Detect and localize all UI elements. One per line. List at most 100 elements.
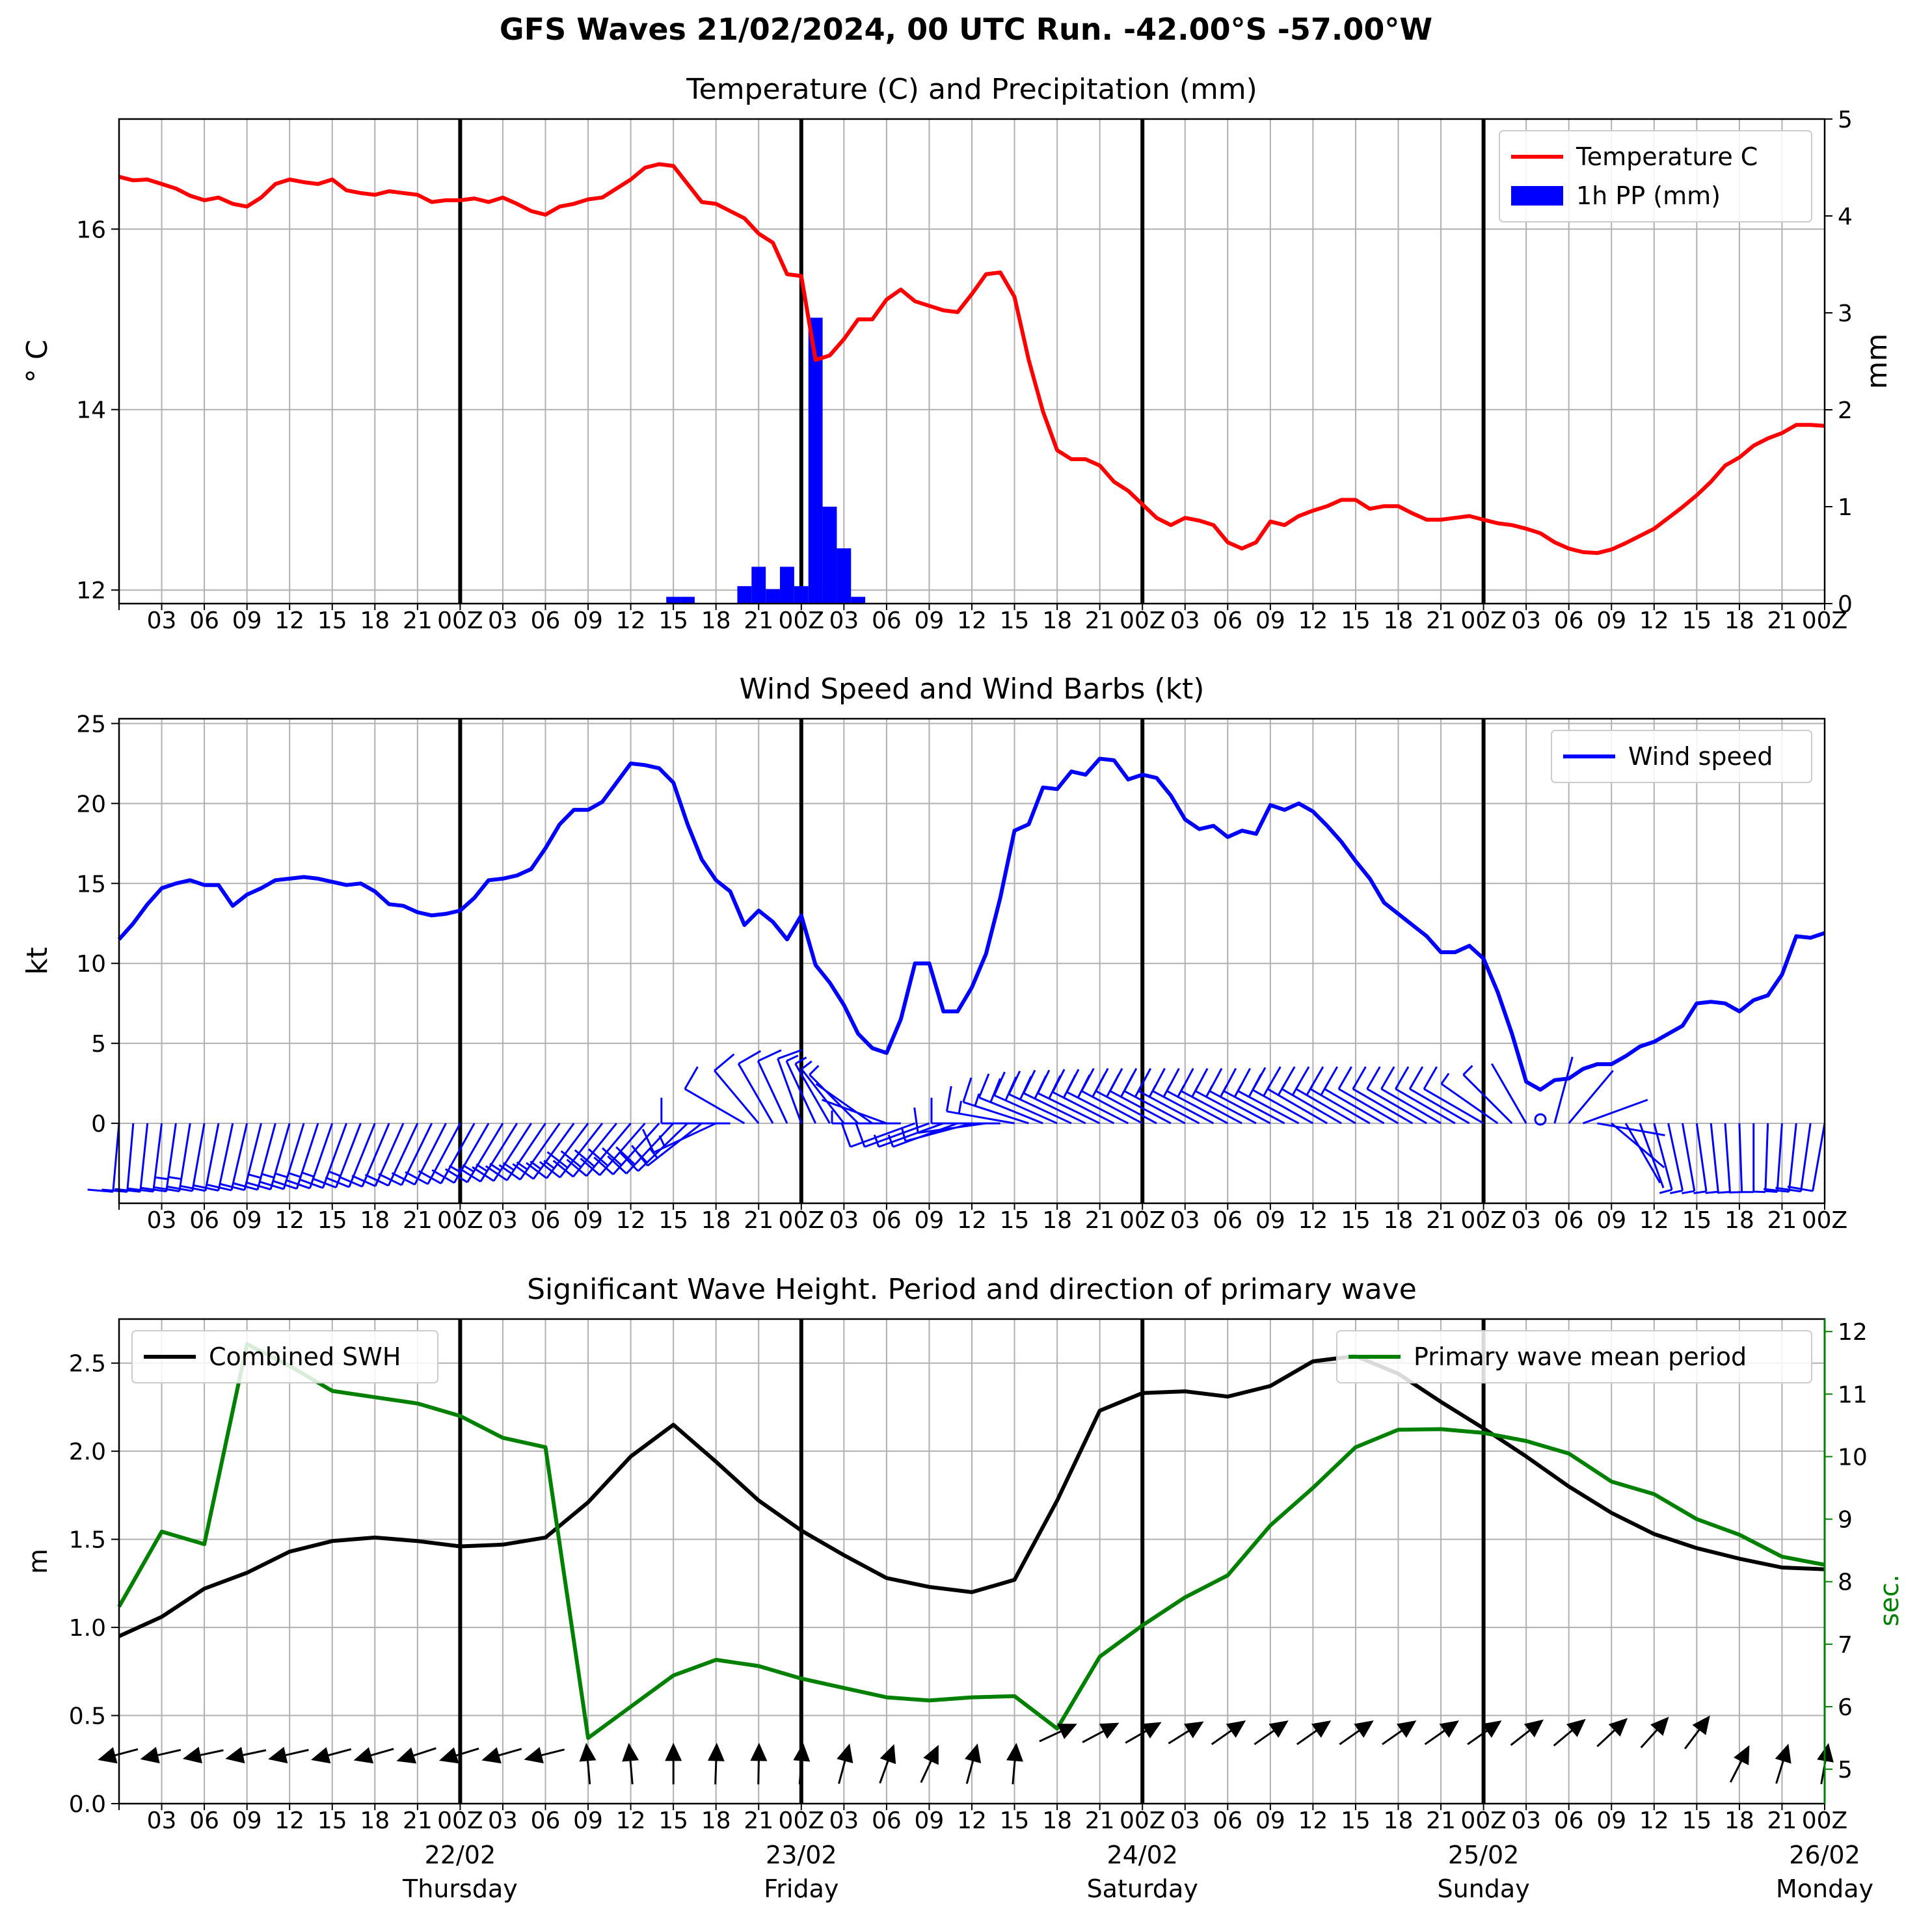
- wave-arrow-head: [481, 1747, 502, 1764]
- wave-direction-arrow: [268, 1746, 309, 1764]
- wind-barb-feather: [658, 1135, 666, 1148]
- wave-arrow-head: [1692, 1715, 1710, 1735]
- wave-arrow-head: [140, 1746, 160, 1764]
- wind-barb: [405, 1123, 461, 1185]
- wind-barb-feather: [526, 1162, 548, 1179]
- wind-barb-shaft: [809, 1074, 859, 1125]
- wind-barb-feather: [155, 1176, 168, 1181]
- wave-direction-arrow: [1553, 1718, 1586, 1747]
- wind-barb-shaft: [785, 1060, 817, 1124]
- wind-barb-feather: [649, 1147, 658, 1159]
- x-tick-label: 18: [360, 1207, 390, 1234]
- x-tick-label: 21: [403, 607, 433, 634]
- y2-tick-label: 4: [1838, 204, 1853, 230]
- wave-arrow-head: [1057, 1724, 1077, 1739]
- wind-barb-feather: [1137, 1067, 1152, 1092]
- wave-arrow-shaft: [1729, 1758, 1743, 1783]
- x-tick-label: 12: [1298, 1207, 1328, 1234]
- x-tick-label: 03: [488, 1808, 518, 1834]
- x-tick-label: 03: [829, 1808, 859, 1834]
- wind-barb-feather: [512, 1163, 534, 1180]
- x-tick-label: 09: [232, 1207, 262, 1234]
- wind-barb-feather: [1080, 1067, 1095, 1092]
- x-tick-label: 18: [1384, 1808, 1414, 1834]
- wind-barb-shaft: [777, 1058, 803, 1124]
- x-tick-label: 03: [1511, 607, 1541, 634]
- x-tick-label: 12: [1639, 1207, 1669, 1234]
- precip-bar: [780, 567, 794, 604]
- y2-tick-label: 11: [1838, 1381, 1868, 1408]
- wave-arrow-head: [665, 1742, 682, 1761]
- wind-barb-shaft: [1324, 1088, 1385, 1125]
- wind-barb-shaft: [1138, 1090, 1200, 1125]
- wave-arrow-shaft: [1125, 1729, 1149, 1744]
- wind-barb: [364, 1123, 419, 1187]
- wave-direction-arrow: [1729, 1745, 1750, 1783]
- wind-barb-feather: [1670, 1190, 1683, 1195]
- wave-arrow-head: [1226, 1720, 1246, 1738]
- wind-barb-feather: [1223, 1067, 1237, 1092]
- y-tick-label: 2.5: [69, 1351, 106, 1378]
- wind-barb-feather: [206, 1183, 232, 1192]
- y-tick-label: 2.0: [69, 1439, 106, 1465]
- wind-barb: [1408, 1066, 1470, 1125]
- wind-barb-calm: [1534, 1113, 1547, 1126]
- x-tick-label: 21: [1767, 1808, 1797, 1834]
- x-tick-label: 15: [1000, 1808, 1030, 1834]
- wind-barb-feather: [462, 1164, 475, 1173]
- y-tick-label: 20: [76, 791, 106, 818]
- wind-barb-feather: [325, 1176, 350, 1188]
- wind-barb-feather: [1775, 1186, 1801, 1193]
- x-tick-label: 00Z: [1120, 1808, 1165, 1834]
- wave-direction-arrow: [879, 1744, 896, 1784]
- wind-barb: [684, 1066, 745, 1125]
- wave-arrow-shaft: [1039, 1729, 1064, 1742]
- wave-arrow-shaft: [965, 1758, 975, 1784]
- wave-arrow-head: [1566, 1718, 1586, 1737]
- x-tick-label: 00Z: [1802, 1808, 1847, 1834]
- wind-barb-shaft: [1194, 1090, 1257, 1125]
- wave-arrow-head: [310, 1747, 331, 1764]
- wind-barb-feather: [631, 1145, 649, 1167]
- wave-arrow-head: [353, 1747, 374, 1764]
- wind-barb-shaft: [1152, 1090, 1214, 1125]
- wind-barb-feather: [391, 1172, 416, 1186]
- wind-barb-feather: [809, 1065, 820, 1076]
- x-tick-label: 15: [317, 1808, 347, 1834]
- wind-barb: [873, 1122, 944, 1148]
- wind-barb: [1741, 1123, 1755, 1194]
- wind-barb-shaft: [684, 1088, 745, 1125]
- wave-direction-arrow: [140, 1746, 181, 1764]
- x-tick-label: 00Z: [779, 1808, 824, 1834]
- wind-barb-feather: [489, 1162, 502, 1172]
- wind-barb-shaft: [1095, 1090, 1157, 1125]
- wind-barb-feather: [1194, 1067, 1209, 1092]
- wind-barb: [1462, 1065, 1513, 1125]
- wind-barb: [552, 1123, 617, 1178]
- day-date-label: 25/02: [1448, 1841, 1520, 1869]
- wind-barb-feather: [560, 1150, 582, 1168]
- wave-direction-arrow: [182, 1746, 224, 1764]
- wave-arrow-shaft: [838, 1758, 847, 1784]
- wind-barb-feather: [485, 1165, 508, 1181]
- precip-bar: [680, 596, 695, 604]
- x-tick-label: 09: [915, 607, 945, 634]
- wave-arrow-head: [1439, 1720, 1459, 1738]
- legend-label: Primary wave mean period: [1414, 1342, 1747, 1371]
- wind-barb-shaft: [427, 1123, 461, 1185]
- y-tick-label: 0.0: [69, 1791, 106, 1818]
- wind-barb: [1597, 1122, 1665, 1136]
- wind-barb-feather: [1066, 1069, 1080, 1093]
- wind-barb-feather: [1462, 1065, 1473, 1076]
- wind-barb-shaft: [1624, 1123, 1661, 1184]
- wave-arrow-shaft: [920, 1758, 933, 1783]
- legend-box: [131, 1330, 438, 1383]
- x-tick-label: 21: [1085, 1207, 1115, 1234]
- wind-barb-feather: [272, 1180, 297, 1190]
- wind-barb: [794, 1056, 831, 1124]
- wave-arrow-shaft: [879, 1758, 890, 1784]
- wind-barb-shaft: [466, 1123, 504, 1183]
- wind-barb-shaft: [1166, 1090, 1229, 1125]
- wind-barb-shaft: [1724, 1123, 1731, 1192]
- x-tick-label: 15: [1682, 607, 1711, 634]
